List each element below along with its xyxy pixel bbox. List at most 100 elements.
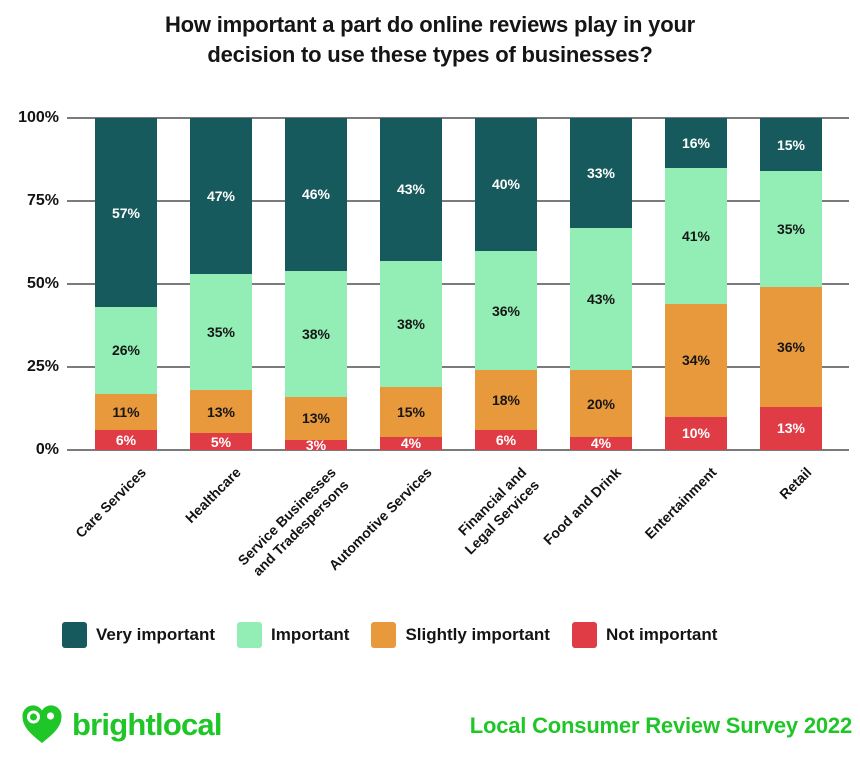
segment-value-label: 33% bbox=[586, 164, 616, 181]
gridline bbox=[67, 449, 849, 451]
segment-value-label: 13% bbox=[206, 403, 236, 420]
segment-value-label: 10% bbox=[681, 425, 711, 442]
category-label: Retail bbox=[776, 464, 815, 503]
bar-segment: 38% bbox=[285, 270, 347, 397]
bar-segment: 38% bbox=[380, 260, 442, 387]
bar-segment: 43% bbox=[380, 118, 442, 261]
legend-swatch bbox=[371, 622, 397, 648]
gridline bbox=[67, 283, 849, 285]
bar-segment: 47% bbox=[190, 118, 252, 275]
bar-segment: 40% bbox=[475, 118, 537, 251]
category-label: Entertainment bbox=[641, 464, 720, 542]
segment-value-label: 43% bbox=[586, 290, 616, 307]
bar-segment: 43% bbox=[570, 227, 632, 371]
segment-value-label: 43% bbox=[396, 181, 426, 198]
brand-logo-text: brightlocal bbox=[72, 706, 222, 742]
bar-care-services: 57% 26% 11% 6% bbox=[95, 118, 157, 450]
bar-segment: 36% bbox=[760, 287, 822, 407]
bar-financial-and-legal-services: 40% 36% 18% 6% bbox=[475, 118, 537, 450]
gridline bbox=[67, 117, 849, 119]
bar-segment: 18% bbox=[475, 370, 537, 431]
legend-label: Important bbox=[271, 625, 350, 644]
segment-value-label: 4% bbox=[590, 435, 612, 452]
bar-automotive-services: 43% 38% 15% 4% bbox=[380, 118, 442, 450]
legend-item: Important bbox=[237, 622, 349, 648]
legend-swatch bbox=[62, 622, 87, 648]
segment-value-label: 36% bbox=[776, 339, 806, 356]
bar-segment: 35% bbox=[760, 171, 822, 288]
bar-segment: 10% bbox=[665, 416, 727, 450]
category-label: Care Services bbox=[72, 464, 150, 541]
segment-value-label: 4% bbox=[400, 435, 422, 452]
bar-segment: 3% bbox=[285, 437, 347, 454]
bar-retail: 15% 35% 36% 13% bbox=[760, 118, 822, 450]
segment-value-label: 6% bbox=[495, 432, 517, 449]
bar-segment: 33% bbox=[570, 118, 632, 228]
bar-segment: 34% bbox=[665, 303, 727, 417]
segment-value-label: 38% bbox=[301, 325, 331, 342]
segment-value-label: 15% bbox=[396, 403, 426, 420]
gridline bbox=[67, 366, 849, 368]
segment-value-label: 38% bbox=[396, 315, 426, 332]
segment-value-label: 46% bbox=[301, 186, 331, 203]
segment-value-label: 20% bbox=[586, 395, 616, 412]
bar-segment: 11% bbox=[95, 393, 157, 431]
plot-area: 57% 26% 11% 6% 47% 35% 13% 5% 46% 38% 13% 3% 43% 38% 1… bbox=[67, 117, 849, 454]
segment-value-label: 36% bbox=[491, 302, 521, 319]
legend-item: Not important bbox=[571, 622, 718, 648]
bar-segment: 15% bbox=[380, 386, 442, 437]
legend-label: Very important bbox=[96, 625, 216, 644]
legend-label: Slightly important bbox=[405, 625, 550, 644]
category-label: Food and Drink bbox=[540, 464, 625, 548]
segment-value-label: 40% bbox=[491, 176, 521, 193]
brightlocal-heart-pin-icon bbox=[20, 702, 64, 751]
segment-value-label: 41% bbox=[681, 227, 711, 244]
bar-segment: 20% bbox=[570, 370, 632, 437]
bar-segment: 35% bbox=[190, 274, 252, 391]
segment-value-label: 18% bbox=[491, 392, 521, 409]
legend-label: Not important bbox=[605, 625, 718, 644]
bar-segment: 4% bbox=[380, 435, 442, 452]
bar-segment: 5% bbox=[190, 433, 252, 450]
chart-title: How important a part do online reviews p… bbox=[164, 12, 696, 67]
bar-service-businesses-and-tradespersons: 46% 38% 13% 3% bbox=[285, 118, 347, 454]
segment-value-label: 13% bbox=[301, 410, 331, 427]
legend-item: Very important bbox=[62, 622, 215, 648]
footer-caption: Local Consumer Review Survey 2022 bbox=[469, 713, 852, 738]
segment-value-label: 47% bbox=[206, 188, 236, 205]
bar-food-and-drink: 33% 43% 20% 4% bbox=[570, 118, 632, 450]
bar-segment: 41% bbox=[665, 167, 727, 304]
bar-segment: 13% bbox=[760, 406, 822, 450]
segment-value-label: 57% bbox=[111, 204, 141, 221]
bar-segment: 4% bbox=[570, 435, 632, 452]
brand-logo: brightlocal bbox=[20, 702, 222, 751]
bar-segment: 6% bbox=[475, 430, 537, 450]
y-tick-label: 75% bbox=[26, 192, 59, 209]
segment-value-label: 3% bbox=[305, 437, 327, 454]
segment-value-label: 35% bbox=[206, 324, 236, 341]
legend: Very important Important Slightly importan… bbox=[62, 622, 717, 648]
bar-segment: 26% bbox=[95, 307, 157, 394]
segment-value-label: 5% bbox=[210, 433, 232, 450]
y-tick-label: 0% bbox=[35, 441, 59, 458]
bar-segment: 13% bbox=[285, 396, 347, 441]
segment-value-label: 15% bbox=[776, 136, 806, 153]
y-tick-label: 50% bbox=[26, 275, 59, 292]
bar-segment: 16% bbox=[665, 118, 727, 168]
bar-segment: 6% bbox=[95, 430, 157, 450]
footer: brightlocal Local Consumer Review Survey… bbox=[20, 700, 852, 752]
legend-item: Slightly important bbox=[371, 622, 550, 648]
y-tick-label: 100% bbox=[18, 109, 59, 126]
bar-segment: 36% bbox=[475, 250, 537, 371]
segment-value-label: 26% bbox=[111, 342, 141, 359]
gridline bbox=[67, 200, 849, 202]
bar-entertainment: 16% 41% 34% 10% bbox=[665, 118, 727, 450]
segment-value-label: 34% bbox=[681, 352, 711, 369]
y-tick-label: 25% bbox=[26, 358, 59, 375]
bar-segment: 46% bbox=[285, 118, 347, 271]
bar-segment: 15% bbox=[760, 118, 822, 172]
legend-swatch bbox=[571, 622, 597, 648]
bar-segment: 13% bbox=[190, 390, 252, 434]
category-label: Healthcare bbox=[182, 464, 245, 526]
